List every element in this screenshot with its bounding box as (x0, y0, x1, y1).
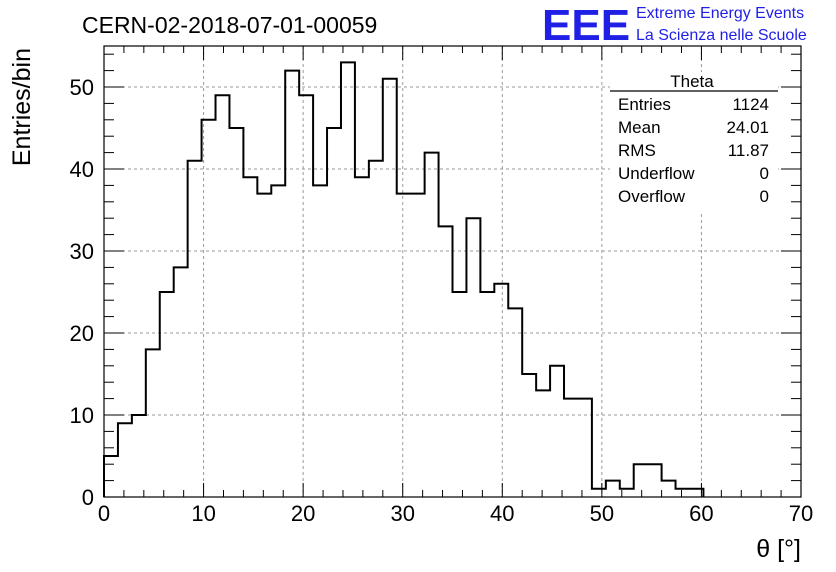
x-tick-label: 30 (390, 501, 414, 526)
logo-line-2: La Scienza nelle Scuole (636, 27, 807, 44)
x-tick-label: 20 (291, 501, 315, 526)
plot-frame (103, 45, 802, 498)
y-tick-label: 40 (70, 157, 94, 182)
stats-box: Theta Entries 1124 Mean 24.01 RMS 11.87 Underf… (610, 72, 778, 212)
x-tick-label: 50 (590, 501, 614, 526)
stats-label: Overflow (618, 187, 686, 206)
stats-value: 0 (760, 164, 769, 183)
y-tick-label: 30 (70, 239, 94, 264)
logo-mark: EEE (542, 1, 630, 50)
stats-label: Mean (618, 118, 661, 137)
y-axis-label: Entries/bin (8, 48, 36, 166)
stats-value: 1124 (732, 95, 769, 114)
x-axis-label: θ [°] (756, 535, 801, 563)
stats-label: Underflow (618, 164, 695, 183)
tick-labels: 0 10 20 30 40 50 60 70 0 10 20 30 40 50 (70, 75, 814, 526)
chart-title: CERN-02-2018-07-01-00059 (82, 12, 377, 38)
y-tick-label: 10 (70, 403, 94, 428)
stats-value: 24.01 (726, 118, 769, 137)
eee-logo: EEE Extreme Energy Events La Scienza nel… (542, 1, 807, 50)
x-tick-label: 60 (689, 501, 713, 526)
y-tick-label: 50 (70, 75, 94, 100)
stats-box-background (610, 72, 778, 212)
stats-label: RMS (618, 141, 656, 160)
x-tick-label: 0 (98, 501, 110, 526)
x-tick-label: 70 (789, 501, 813, 526)
histogram-line (103, 61, 705, 497)
stats-value: 11.87 (728, 141, 769, 160)
y-tick-label: 0 (82, 485, 94, 510)
x-tick-label: 40 (490, 501, 514, 526)
logo-line-1: Extreme Energy Events (636, 5, 804, 22)
x-tick-label: 10 (191, 501, 215, 526)
stats-title: Theta (670, 72, 714, 91)
y-tick-label: 20 (70, 321, 94, 346)
stats-value: 0 (760, 187, 769, 206)
stats-label: Entries (618, 95, 671, 114)
